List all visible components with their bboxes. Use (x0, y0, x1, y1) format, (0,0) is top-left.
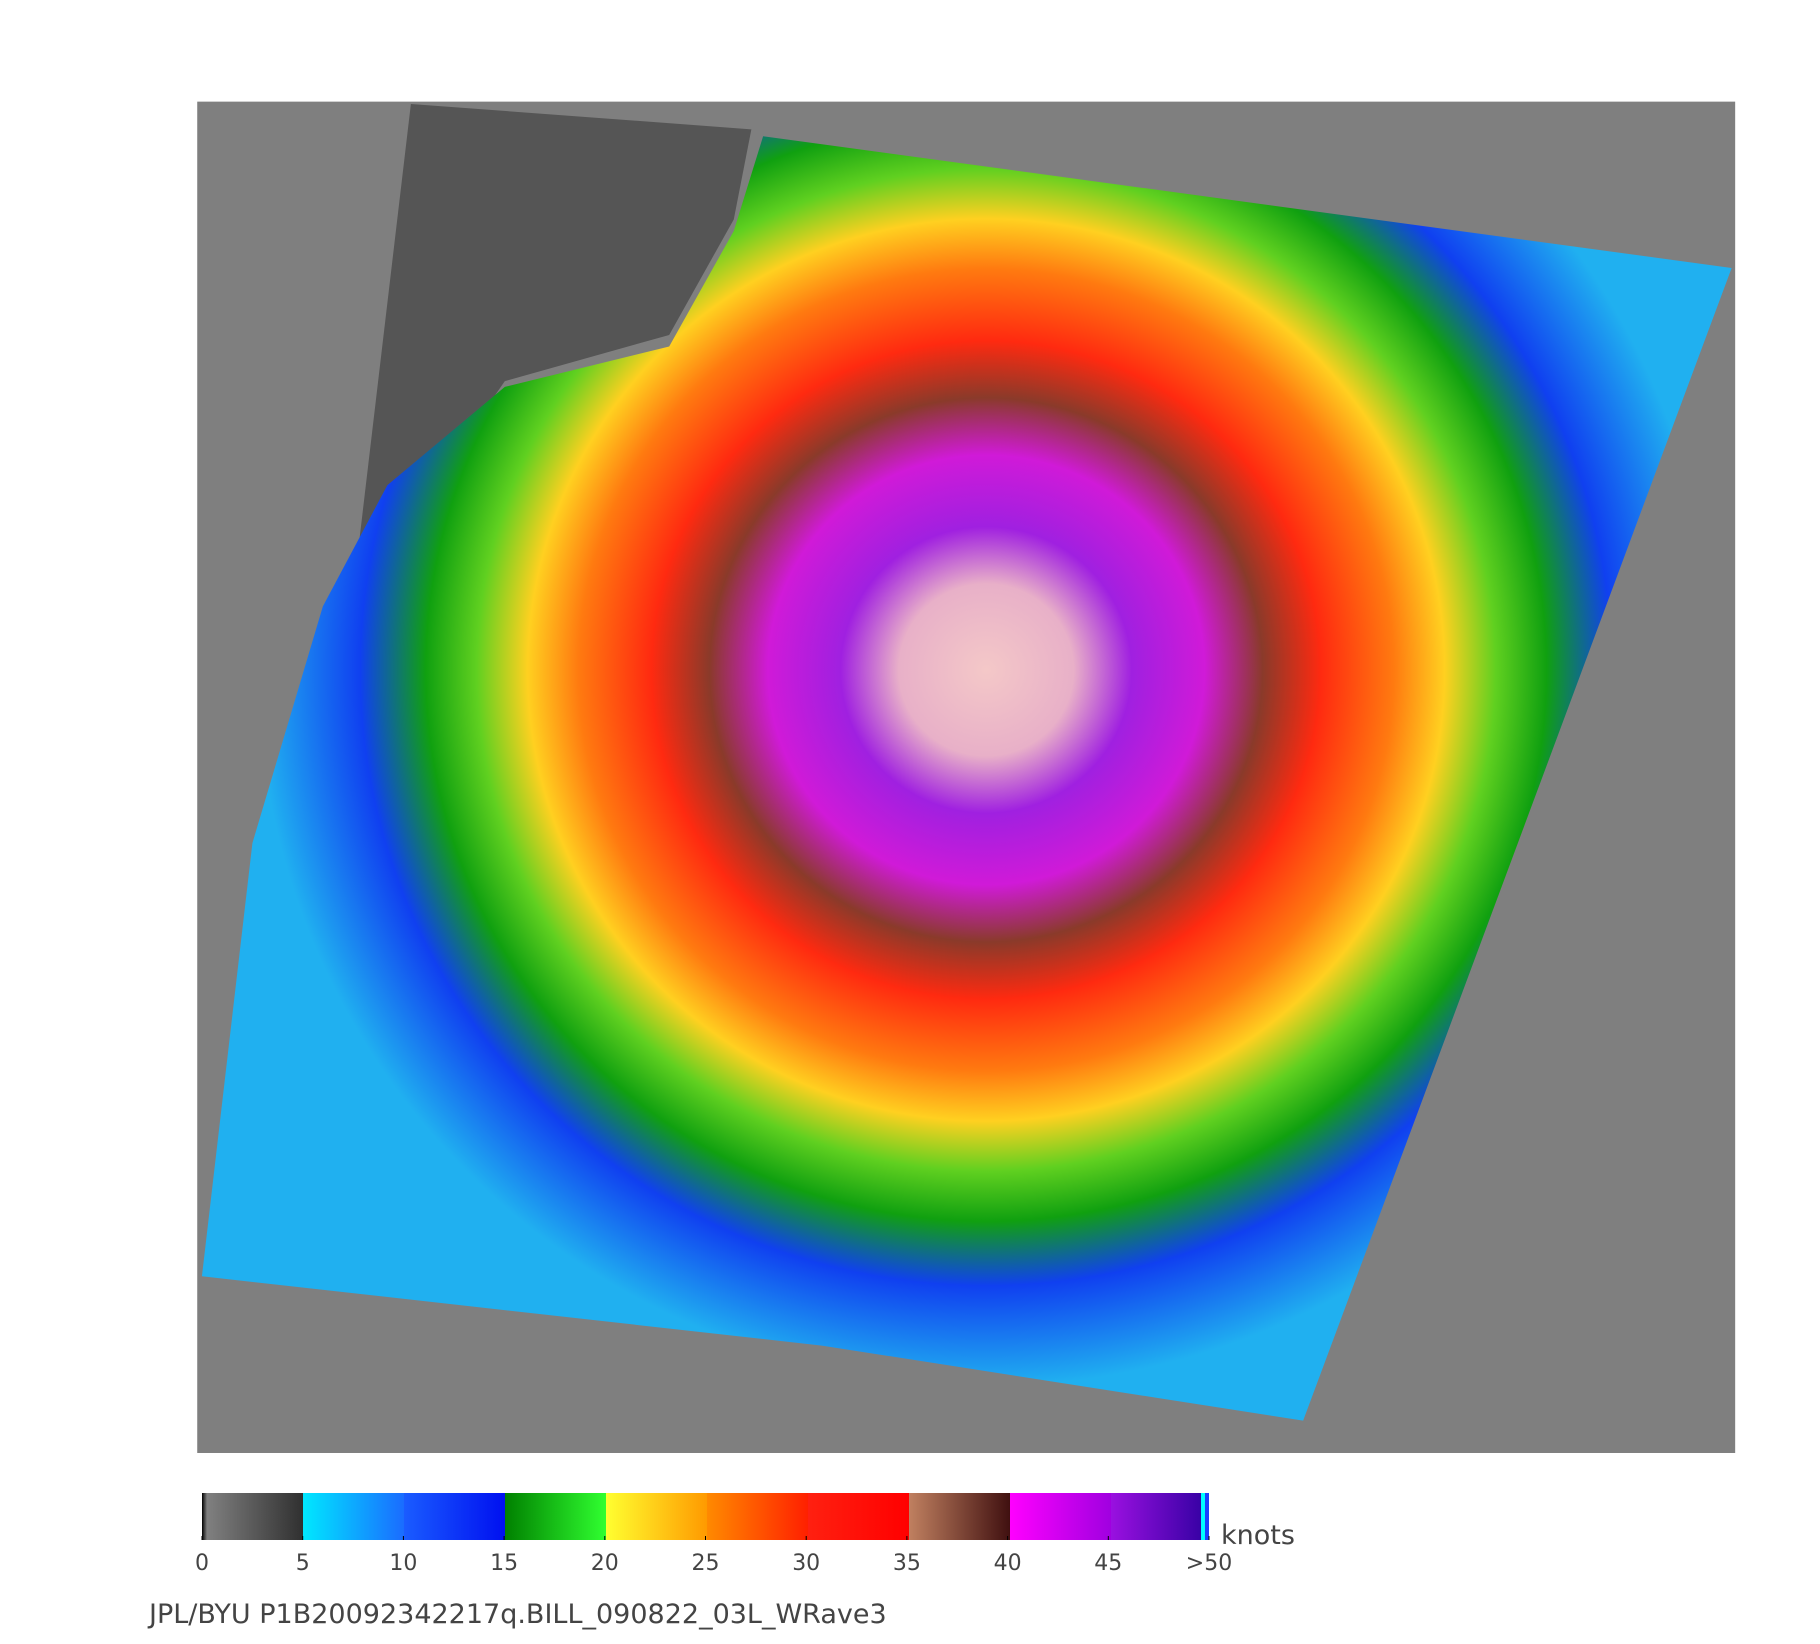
colorbar-tick-label: 25 (692, 1551, 720, 1576)
colorbar-tick-label: 35 (893, 1551, 921, 1576)
colorbar-tick-label: 45 (1094, 1551, 1122, 1576)
colorbar-tick-label: 20 (591, 1551, 619, 1576)
colorbar-tick-label: 5 (296, 1551, 310, 1576)
colorbar-tick-label: 40 (994, 1551, 1022, 1576)
colorbar-tick-label: 15 (490, 1551, 518, 1576)
colorbar-tick-label: 10 (389, 1551, 417, 1576)
colorbar-tick-label: 0 (195, 1551, 209, 1576)
unit-label: knots (1221, 1520, 1295, 1551)
colorbar (202, 1493, 1209, 1540)
colorbar-tick-label: >50 (1186, 1551, 1232, 1576)
wind-swath (201, 136, 1732, 1421)
wind-map (197, 101, 1736, 1453)
footer: JPL/BYU P1B20092342217q.BILL_090822_03L_… (147, 1599, 887, 1630)
land (299, 103, 752, 809)
colorbar-tick-label: 30 (792, 1551, 820, 1576)
